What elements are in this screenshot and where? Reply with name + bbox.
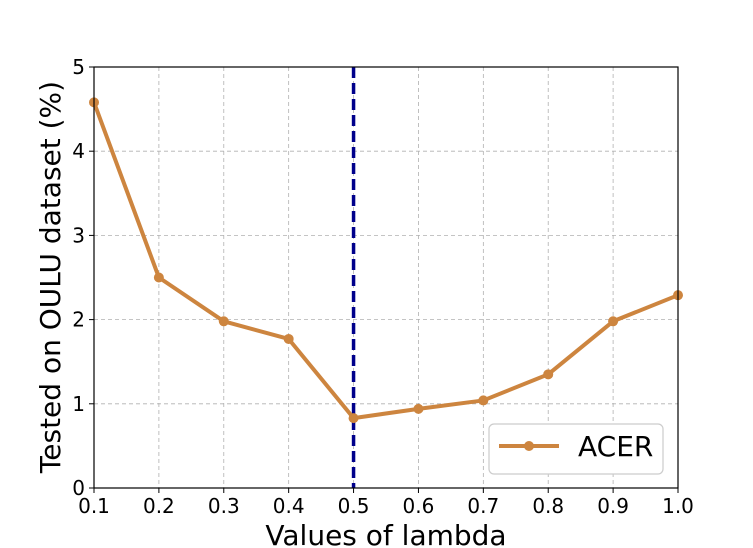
y-tick-label: 5: [72, 55, 85, 79]
x-tick-label: 0.2: [143, 494, 175, 518]
x-tick-label: 0.1: [78, 494, 110, 518]
x-tick-label: 0.3: [208, 494, 240, 518]
ticks: 0.1 0.2 0.3 0.4 0.5 0.6 0.7 0.8 0.9 1.0 0 1 2 3 4 5: [72, 55, 694, 518]
y-axis-label: Tested on OULU dataset (%): [34, 81, 67, 474]
y-tick-label: 1: [72, 392, 85, 416]
legend: ACER: [488, 423, 664, 475]
data-point: [608, 316, 619, 327]
data-point: [348, 413, 359, 424]
data-point: [283, 333, 294, 344]
legend-label-acer: ACER: [578, 430, 653, 463]
y-tick-label: 0: [72, 476, 85, 500]
data-point: [413, 403, 424, 414]
data-point: [153, 272, 164, 283]
x-tick-label: 0.5: [338, 494, 370, 518]
x-tick-label: 1.0: [662, 494, 694, 518]
data-point: [218, 316, 229, 327]
y-tick-label: 3: [72, 223, 85, 247]
legend-marker: [524, 441, 534, 451]
x-tick-label: 0.4: [273, 494, 305, 518]
x-tick-label: 0.9: [597, 494, 629, 518]
legend-frame: [488, 423, 664, 475]
data-point: [478, 395, 489, 406]
x-tick-label: 0.8: [532, 494, 564, 518]
series-line-acer: [92, 101, 679, 421]
x-axis-label: Values of lambda: [265, 519, 506, 548]
x-tick-label: 0.6: [403, 494, 435, 518]
data-point: [543, 369, 554, 380]
x-tick-label: 0.7: [467, 494, 499, 518]
y-tick-label: 4: [72, 139, 85, 163]
y-tick-label: 2: [72, 308, 85, 332]
series-layer: [89, 97, 683, 424]
plot-frame: [93, 66, 679, 489]
